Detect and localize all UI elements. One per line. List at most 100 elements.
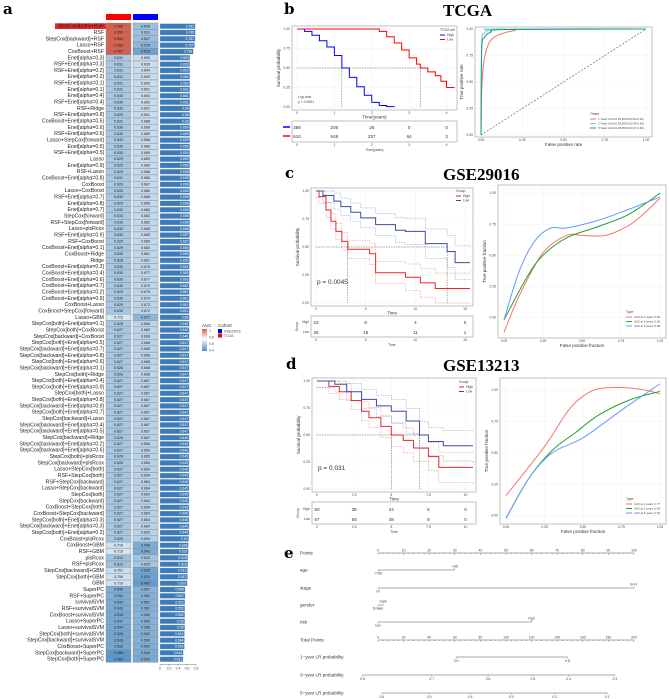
gse29016-auc-value: 0.667 <box>141 410 150 414</box>
gse29016-auc-value: 0.569 <box>141 613 150 617</box>
heatmap-row: RSF+GBM 0.719 0.543 0.631 <box>79 548 189 555</box>
tcga-auc-value: 0.537 <box>114 619 123 623</box>
model-name: RSF+Enet[alpha=0.1] <box>54 81 104 87</box>
gse29016-km-risk-table-x-tick: 0 <box>315 338 317 342</box>
tcga-km-risk-count: 0 <box>445 125 448 130</box>
tcga-km-legend-label-high: High <box>447 33 454 37</box>
heatmap-row: SuperPC 0.546 0.567 0.556 <box>83 586 186 593</box>
panel-label-d: d <box>286 355 297 373</box>
heatmap-row: plsRcox 0.612 0.625 0.618 <box>86 554 188 561</box>
tcga-auc-value: 0.546 <box>114 588 123 592</box>
gse29016-auc-value: 0.664 <box>141 524 150 528</box>
tcga-auc-value: 0.627 <box>114 391 123 395</box>
gse29016-km-x-tick-label: 5 <box>365 307 367 311</box>
tcga-auc-value: 0.631 <box>114 119 123 123</box>
mean-auc-bar <box>159 301 190 308</box>
mean-auc-bar <box>159 542 189 548</box>
gse29016-roc-y-axis-title: True positive fraction <box>482 240 487 283</box>
model-name: RSF+GBM <box>79 549 104 555</box>
heatmap-row: StepCox[both]+plsRcox 0.626 0.665 0.645 <box>50 453 190 460</box>
nomogram-level-label: high <box>528 617 535 621</box>
model-name: StepCox[backward]+GBM <box>44 568 104 574</box>
mean-auc-bar <box>159 365 190 371</box>
gse13213-km-y-tick-label: 0.00 <box>303 487 310 491</box>
mean-auc-bar <box>159 434 190 441</box>
tcga-km-y-tick-label: 0.50 <box>283 66 290 70</box>
nomogram-probability-tick-label: 0.5 <box>427 695 432 699</box>
tcga-auc-value: 0.630 <box>114 151 123 155</box>
gse13213-km-risk-count: 48 <box>389 517 395 522</box>
title-tcga: TCGA <box>443 1 493 20</box>
gse29016-auc-value: 0.544 <box>141 651 150 655</box>
top-model-highlight <box>55 23 106 30</box>
mean-auc-bar <box>159 460 190 466</box>
heatmap-row: StepCox[both]+Enet[alpha=0.1] 0.628 0.668 0… <box>32 320 190 327</box>
nomogram-points-tick-label: 0 <box>377 549 379 553</box>
gse13213-roc-x-tick-label: 0.00 <box>503 525 510 529</box>
gse29016-roc-roc-curve-1 <box>503 197 661 333</box>
heatmap-row: survivalSVM 0.543 0.561 0.552 <box>75 598 185 606</box>
gse29016-auc-value: 0.665 <box>141 455 150 459</box>
model-name: CoxBoost+RSF <box>68 49 104 55</box>
mean-auc-value: 0.658 <box>180 221 189 225</box>
model-name: CoxBoost+Enet[alpha=0.8] <box>42 176 105 182</box>
gse29016-km-risk-count: 0 <box>464 320 467 325</box>
mean-auc-value: 0.552 <box>175 607 184 611</box>
tcga-km-risk-table-x-tick: 2 <box>371 143 373 147</box>
tcga-auc-value: 0.627 <box>114 499 123 503</box>
model-name: RSF+Enet[alpha=0.2] <box>54 68 104 74</box>
tcga-auc-value: 0.630 <box>114 94 123 98</box>
mean-auc-bar <box>159 377 190 384</box>
gse29016-roc-roc-curve-3 <box>503 196 661 321</box>
gse13213-km-legend-label-low: Low <box>466 390 473 394</box>
model-name: CoxBoost+StepCox[forward] <box>38 308 104 314</box>
gse29016-km-x-tick-label: 10 <box>413 307 417 311</box>
mean-auc-bar <box>159 548 189 555</box>
nomogram-points-tick-label: 30 <box>453 549 457 553</box>
mean-auc-bar <box>159 289 190 295</box>
mean-auc-value: 0.647 <box>180 398 189 402</box>
tcga-auc-value: 0.552 <box>114 594 123 598</box>
heatmap-row: CoxBoost+Enet[alpha=0.8] 0.631 0.686 0.658 <box>42 174 190 182</box>
model-name: StepCox[both]+Enet[alpha=0.8] <box>32 397 105 403</box>
gse29016-auc-value: 0.682 <box>141 221 150 225</box>
tcga-auc-value: 0.627 <box>114 410 123 414</box>
mean-auc-value: 0.645 <box>180 499 189 503</box>
gse13213-roc-y-tick-label: 0.00 <box>491 514 498 518</box>
tcga-km-risk-count: 26 <box>369 125 375 130</box>
heatmap-row: CoxBoost+StepCox[forward] 0.630 0.672 0.651 <box>38 307 190 314</box>
gse13213-roc-legend-title: Type <box>626 497 633 501</box>
gse29016-auc-value: 0.562 <box>141 594 150 598</box>
nomogram-probability-tick-label: 0.7 <box>429 677 434 681</box>
cohort-legend-title: Cohort <box>218 323 233 328</box>
tcga-auc-value: 0.630 <box>114 145 123 149</box>
model-name: StepCox[backward]+RSF <box>46 36 104 42</box>
tcga-roc-x-tick-label: 1.00 <box>643 138 650 142</box>
gse29016-auc-value: 0.665 <box>141 461 150 465</box>
tcga-auc-value: 0.631 <box>114 81 123 85</box>
model-name: StepCox[both]+CoxBoost <box>46 327 105 333</box>
gse29016-km-risk-table-x-tick: 5 <box>365 338 367 342</box>
mean-auc-value: 0.658 <box>180 214 189 218</box>
tcga-auc-value: 0.630 <box>114 265 123 269</box>
gse29016-auc-value: 0.546 <box>141 543 150 547</box>
heatmap-row: Lasso+StepCox[forward] 0.633 0.686 0.659 <box>47 136 190 144</box>
mean-auc-bar <box>159 529 190 536</box>
nomogram-probability-tick-label: 0.4 <box>468 695 473 699</box>
model-name: RSF+Enet[alpha=0.4] <box>54 100 104 106</box>
gse29016-auc-value: 0.566 <box>141 626 150 630</box>
nomogram-total-points-tick-label: 20 <box>402 636 406 640</box>
tcga-auc-value: 0.626 <box>114 372 123 376</box>
gse29016-km-risk-table-row-label: Low <box>303 330 310 334</box>
model-name: StepCox[both]+Enet[alpha=0.9] <box>32 384 105 390</box>
model-name: plsRcox <box>86 555 105 561</box>
heatmap-row: Lasso+SuperPC 0.537 0.563 0.55 <box>66 617 185 625</box>
heatmap-row: RSF+Enet[alpha=0.8] 0.629 0.691 0.66 <box>54 111 190 118</box>
mean-auc-value: 0.663 <box>180 56 189 60</box>
gse13213-km-risk-table-x-tick: 10 <box>464 525 468 529</box>
gse29016-auc-value: 0.689 <box>141 157 150 161</box>
mean-auc-value: 0.738 <box>184 50 193 54</box>
mean-auc-value: 0.647 <box>180 385 189 389</box>
gse29016-km-y-axis-title: Survival probability <box>295 227 300 266</box>
model-name: StepCox[backward]+plsRcox <box>38 460 105 466</box>
